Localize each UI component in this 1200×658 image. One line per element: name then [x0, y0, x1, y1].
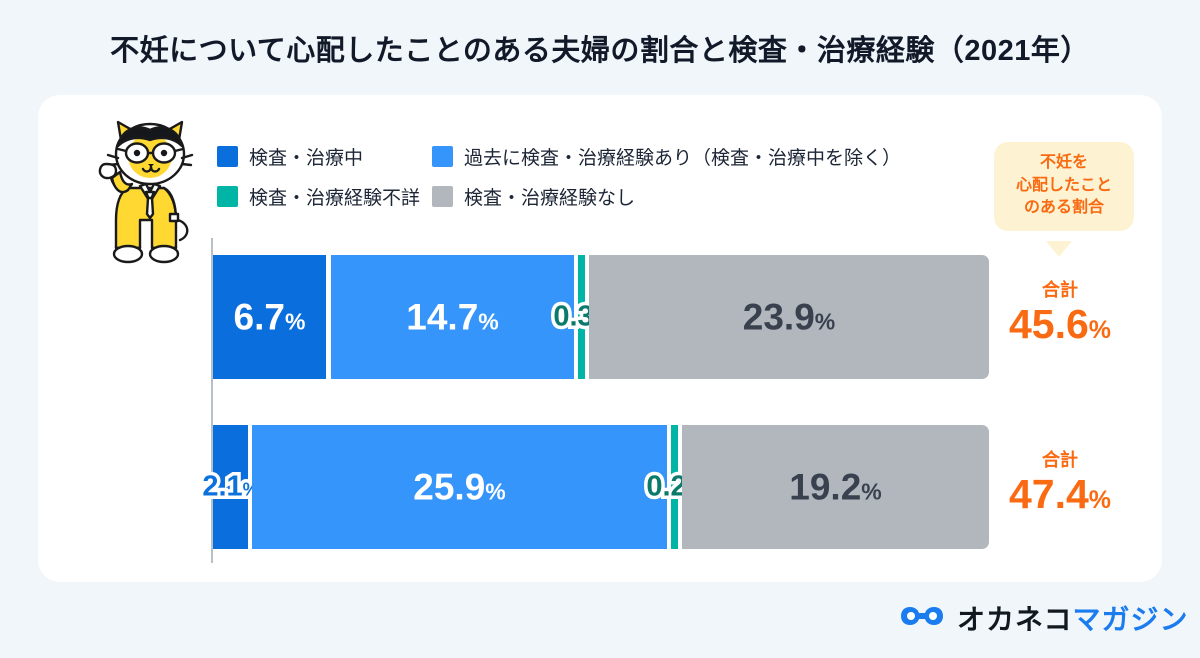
legend-swatch-none: [432, 185, 453, 207]
row-total-value-0: 45.6%: [1008, 300, 1112, 347]
bar-segment-none-0[interactable]: 23.9%: [589, 255, 989, 379]
row-total-label-0: 合計: [1042, 280, 1078, 300]
okaneko-magazine-logo[interactable]: オカネコマガジン: [900, 598, 1188, 638]
logo-text: オカネコマガジン: [957, 598, 1188, 638]
bar-segment-unknown-0[interactable]: 0.3%: [550, 255, 613, 379]
legend-item-unknown[interactable]: 検査・治療経験不詳: [217, 183, 432, 210]
callout-bubble: 不妊を 心配したこと のある割合: [994, 142, 1134, 232]
logo-text-okaneko: オカネコ: [957, 604, 1073, 635]
stacked-bar-1: 2.1% 25.9% 0.2% 19.2%: [199, 425, 989, 549]
legend-swatch-unknown: [217, 185, 238, 207]
bar-segment-none-1[interactable]: 19.2%: [682, 425, 989, 549]
bar-value-past-experience-1: 25.9%: [413, 466, 506, 508]
row-total-value-1: 47.4%: [1008, 470, 1112, 517]
glasses-icon: [900, 604, 944, 633]
cat-mascot-icon: [82, 108, 222, 273]
bar-gap: [248, 425, 252, 549]
legend-swatch-past-experience: [432, 145, 453, 167]
row-total-label-1: 合計: [1042, 450, 1078, 470]
callout-tail-icon: [1046, 241, 1072, 257]
bar-value-none-0: 23.9%: [742, 296, 836, 338]
bar-segment-past-experience-1[interactable]: 25.9%: [252, 425, 667, 549]
chart-axis-line: [211, 238, 213, 563]
legend-label-past-experience: 過去に検査・治療経験あり（検査・治療中を除く）: [464, 147, 902, 169]
logo-text-magazine: マガジン: [1072, 604, 1189, 635]
chart-legend: 検査・治療中 過去に検査・治療経験あり（検査・治療中を除く） 検査・治療経験不詳…: [217, 136, 937, 216]
legend-item-in-treatment[interactable]: 検査・治療中: [217, 143, 432, 170]
callout-text: 不妊を 心配したこと のある割合: [1015, 154, 1112, 217]
legend-swatch-in-treatment: [217, 145, 238, 167]
legend-label-in-treatment: 検査・治療中: [249, 147, 364, 169]
legend-label-unknown: 検査・治療経験不詳: [249, 187, 421, 209]
legend-row-1: 検査・治療中 過去に検査・治療経験あり（検査・治療中を除く）: [217, 136, 937, 176]
row-total-1: 合計 47.4%: [985, 450, 1135, 517]
legend-item-past-experience[interactable]: 過去に検査・治療経験あり（検査・治療中を除く）: [432, 143, 901, 170]
legend-row-2: 検査・治療経験不詳 検査・治療経験なし: [217, 176, 937, 216]
bar-gap: [667, 425, 671, 549]
bar-gap: [585, 255, 589, 379]
bar-value-in-treatment-0: 6.7%: [233, 296, 306, 338]
bar-segment-past-experience-0[interactable]: 14.7%: [331, 255, 574, 379]
bar-gap: [678, 425, 682, 549]
bar-value-in-treatment-1: 2.1%: [199, 469, 262, 505]
bar-segment-unknown-1[interactable]: 0.2%: [643, 425, 706, 549]
legend-item-none[interactable]: 検査・治療経験なし: [432, 183, 635, 210]
stacked-bar-0: 6.7% 14.7% 0.3% 23.9%: [213, 255, 989, 379]
page-title: 不妊について心配したことのある夫婦の割合と検査・治療経験（2021年）: [110, 35, 1090, 67]
legend-label-none: 検査・治療経験なし: [464, 187, 636, 209]
bar-gap: [574, 255, 578, 379]
bar-segment-in-treatment-1[interactable]: 2.1%: [199, 425, 262, 549]
bar-gap: [326, 255, 331, 379]
bar-value-none-1: 19.2%: [789, 466, 882, 508]
row-total-0: 合計 45.6%: [985, 280, 1135, 347]
bar-value-past-experience-0: 14.7%: [406, 296, 499, 338]
bar-segment-in-treatment-0[interactable]: 6.7%: [213, 255, 326, 379]
